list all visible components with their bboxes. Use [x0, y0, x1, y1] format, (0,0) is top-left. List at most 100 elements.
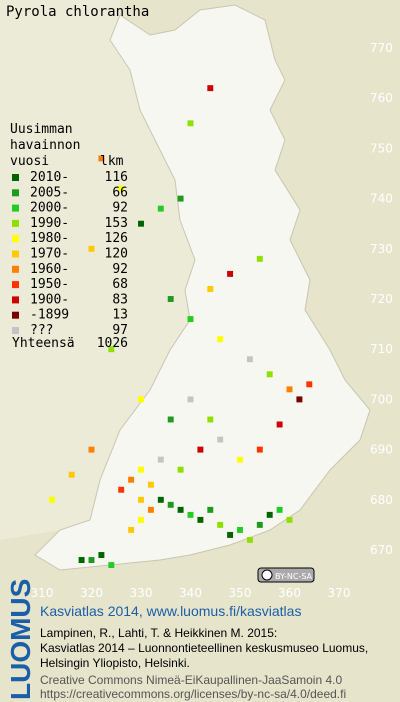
record-cell	[207, 285, 214, 292]
record-cell	[197, 516, 204, 523]
legend-heading: vuosi	[10, 154, 49, 169]
record-cell	[306, 381, 313, 388]
record-cell	[167, 416, 174, 423]
record-cell	[207, 506, 214, 513]
record-cell	[138, 220, 144, 227]
legend-count: 126	[105, 231, 128, 246]
legend-swatch	[12, 327, 19, 334]
record-cell	[108, 562, 115, 569]
legend-label: ???	[30, 323, 53, 338]
y-tick-label: 770	[370, 41, 393, 55]
legend-label: 1980-	[30, 231, 69, 246]
x-tick-label: 350	[229, 586, 252, 600]
legend-count: 66	[112, 185, 128, 200]
record-cell	[147, 506, 154, 513]
record-cell	[138, 516, 144, 523]
legend-total-label: Yhteensä	[12, 336, 75, 351]
citation: Lampinen, R., Lahti, T. & Heikkinen M. 2…	[40, 626, 277, 640]
legend-swatch	[12, 174, 19, 181]
x-tick-label: 360	[278, 586, 301, 600]
record-cell	[227, 531, 234, 538]
y-tick-label: 740	[370, 192, 393, 206]
legend-label: 1950-	[30, 277, 69, 292]
record-cell	[138, 496, 144, 503]
legend-heading: Uusimman	[10, 122, 73, 137]
y-tick-label: 690	[370, 443, 393, 457]
legend-swatch	[12, 281, 19, 289]
cc-icon	[261, 569, 273, 581]
record-cell	[296, 396, 303, 403]
record-cell	[128, 476, 135, 483]
legend-count: 13	[112, 308, 128, 323]
record-cell	[207, 416, 214, 423]
record-cell	[157, 456, 164, 463]
record-cell	[276, 506, 283, 513]
record-cell	[157, 205, 164, 212]
y-tick-label: 730	[370, 242, 393, 256]
record-cell	[256, 255, 263, 262]
legend-swatch	[12, 265, 19, 273]
legend-swatch	[12, 204, 19, 212]
legend-count: 116	[105, 170, 128, 185]
record-cell	[98, 552, 105, 558]
x-tick-label: 340	[179, 586, 202, 600]
legend-label: 1960-	[30, 262, 69, 277]
y-tick-label: 750	[370, 141, 393, 155]
record-cell	[177, 506, 184, 513]
record-cell	[286, 386, 293, 393]
record-cell	[68, 471, 75, 478]
legend-count: 92	[112, 201, 128, 216]
record-cell	[108, 346, 115, 353]
legend-swatch	[12, 189, 19, 197]
y-tick-label: 710	[370, 342, 393, 356]
record-cell	[167, 501, 174, 508]
record-cell	[167, 296, 174, 302]
brand: LUOMUS	[5, 579, 36, 700]
legend-total: 1026	[97, 336, 128, 351]
record-cell	[138, 396, 144, 403]
record-cell	[98, 155, 105, 162]
y-tick-label: 720	[370, 292, 393, 306]
record-cell	[187, 316, 194, 323]
record-cell	[128, 526, 135, 533]
record-cell	[177, 466, 184, 473]
legend-label: -1899	[30, 308, 69, 323]
record-cell	[177, 195, 184, 202]
record-cell	[78, 557, 85, 564]
x-tick-label: 330	[130, 586, 153, 600]
legend-count: 97	[112, 323, 128, 338]
record-cell	[88, 557, 95, 564]
sweden-norway	[0, 0, 195, 540]
record-cell	[237, 456, 243, 463]
cc-badge-text: BY-NC-SA	[275, 572, 313, 581]
license: Creative Commons Nimeä-EiKaupallinen-Jaa…	[40, 673, 342, 687]
x-tick-label: 320	[80, 586, 103, 600]
legend-label: 1900-	[30, 292, 69, 307]
legend-swatch	[12, 250, 19, 258]
record-cell	[147, 481, 154, 488]
legend: 2010- 116 2005- 66 2000- 92 1990- 153 1980- 126 19…	[12, 170, 128, 338]
legend-label: 1990-	[30, 216, 69, 231]
record-cell	[187, 120, 194, 127]
record-cell	[227, 270, 234, 277]
legend-label: 1970-	[30, 247, 69, 262]
record-cell	[266, 511, 273, 518]
record-cell	[217, 336, 224, 343]
record-cell	[118, 185, 125, 192]
record-cell	[207, 85, 214, 92]
record-cell	[276, 421, 283, 428]
legend-count: 92	[112, 262, 128, 277]
record-cell	[197, 446, 204, 453]
y-tick-label: 760	[370, 91, 393, 105]
title: Pyrola chlorantha	[6, 4, 149, 20]
legend-heading: lkm	[100, 154, 124, 169]
legend-heading: havainnon	[10, 138, 80, 153]
records	[48, 85, 313, 569]
cc-badge	[257, 567, 315, 583]
citation: Helsingin Yliopisto, Helsinki.	[40, 656, 190, 670]
record-cell	[157, 496, 164, 503]
record-cell	[118, 486, 125, 493]
record-cell	[138, 466, 144, 473]
y-tick-label: 680	[370, 493, 393, 507]
